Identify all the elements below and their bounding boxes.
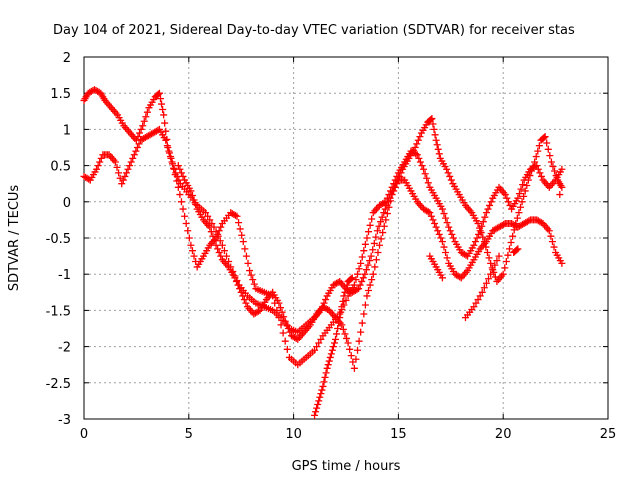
y-axis-title: SDTVAR / TECUs: [7, 185, 22, 292]
y-tick-label: 0: [63, 196, 71, 211]
y-tick-label: -2.5: [46, 377, 71, 392]
data-point-markers: [80, 86, 566, 419]
y-tick-label: 1: [63, 123, 71, 138]
data-marks: [80, 86, 566, 419]
y-tick-label: -1.5: [46, 304, 71, 319]
x-tick-label: 20: [495, 427, 512, 442]
x-tick-label: 25: [600, 427, 617, 442]
x-tick-label: 5: [185, 427, 193, 442]
x-tick-label: 0: [80, 427, 88, 442]
x-tick-label: 15: [390, 427, 407, 442]
y-tick-label: 2: [63, 51, 71, 66]
y-axis-ticks: -3 -2.5 -2 -1.5 -1 -0.5 0 0.5 1 1.5 2: [46, 51, 608, 428]
x-axis-ticks: 0 5 10 15 20 25: [80, 57, 616, 442]
y-tick-label: 1.5: [50, 87, 71, 102]
chart-title: Day 104 of 2021, Sidereal Day-to-day VTE…: [53, 23, 575, 38]
y-tick-label: 0.5: [50, 160, 71, 175]
y-tick-label: -2: [58, 341, 71, 356]
y-tick-label: -3: [58, 413, 71, 428]
x-tick-label: 10: [285, 427, 302, 442]
y-tick-label: -1: [58, 268, 71, 283]
x-axis-title: GPS time / hours: [292, 459, 401, 474]
y-tick-label: -0.5: [46, 232, 71, 247]
grid: [84, 57, 608, 419]
